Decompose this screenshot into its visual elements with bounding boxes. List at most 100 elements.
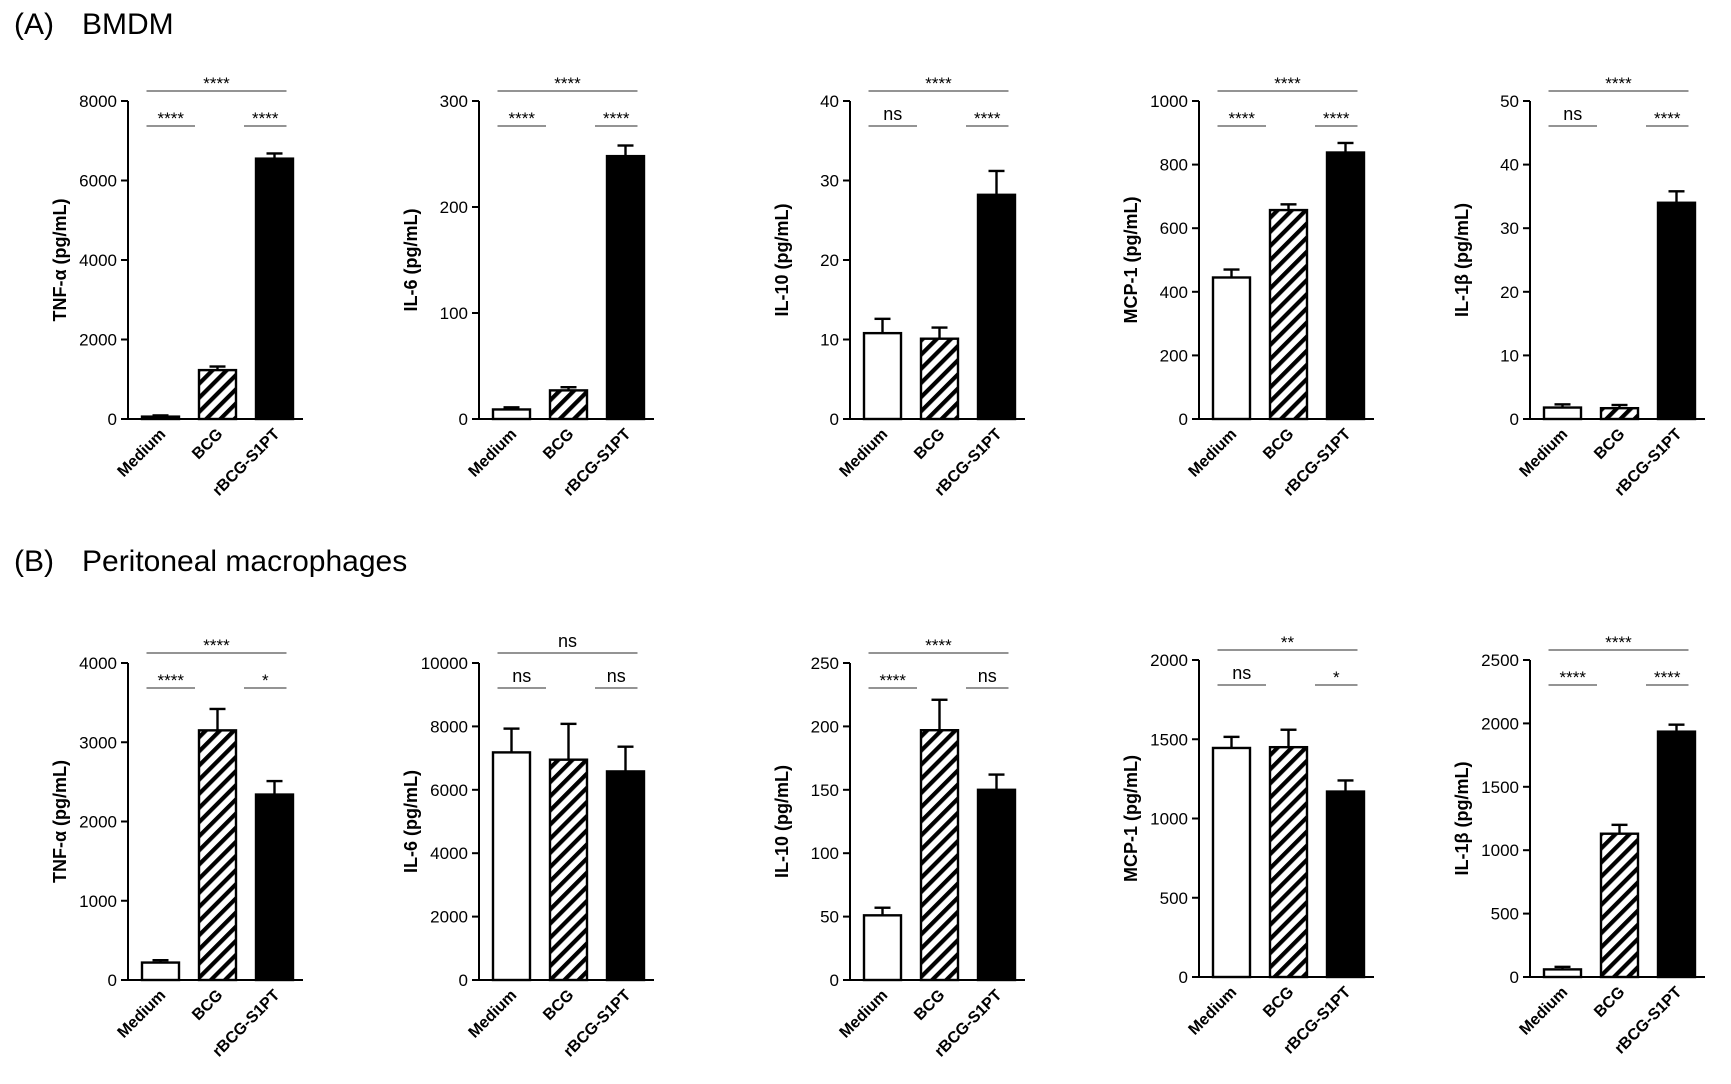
y-axis-label: IL-6 (pg/mL) (401, 209, 421, 312)
y-axis-label: IL-1β (pg/mL) (1452, 762, 1472, 876)
significance-label: ns (558, 631, 577, 651)
x-tick-label: BCG (540, 426, 577, 463)
significance-label: * (262, 671, 269, 690)
bar-medium (140, 415, 181, 421)
significance-label: **** (880, 671, 907, 690)
y-tick-label: 0 (108, 971, 117, 990)
y-tick-label: 1500 (1481, 778, 1519, 797)
y-tick-label: 0 (1179, 410, 1188, 429)
bar-bcg (919, 729, 960, 982)
significance-label: **** (1274, 74, 1301, 93)
significance-label: **** (1229, 109, 1256, 128)
y-tick-label: 0 (830, 971, 839, 990)
y-tick-label: 250 (811, 654, 839, 673)
y-tick-label: 1000 (79, 892, 117, 911)
y-tick-label: 30 (1500, 219, 1519, 238)
x-tick-label: Medium (1186, 984, 1241, 1039)
panel-a-letter: (A) (14, 8, 54, 41)
y-tick-label: 1000 (1150, 92, 1188, 111)
panel-a-title: BMDM (82, 8, 174, 41)
bar-medium (1542, 406, 1583, 421)
x-tick-label: BCG (1260, 426, 1297, 463)
bar-medium (1542, 968, 1583, 979)
x-tick-label: BCG (540, 987, 577, 1024)
y-tick-label: 600 (1160, 219, 1188, 238)
y-tick-label: 4000 (430, 844, 468, 863)
y-tick-label: 1000 (1150, 810, 1188, 829)
panel-a-header: (A) BMDM (14, 8, 174, 42)
bar-bcg (197, 368, 238, 421)
y-tick-label: 100 (440, 304, 468, 323)
panel-b-title: Peritoneal macrophages (82, 545, 408, 578)
significance-label: ns (978, 666, 997, 686)
y-tick-label: 1000 (1481, 841, 1519, 860)
bar-medium (491, 751, 532, 982)
y-axis-label: IL-1β (pg/mL) (1452, 203, 1472, 317)
y-tick-label: 30 (820, 172, 839, 191)
y-tick-label: 200 (440, 198, 468, 217)
x-tick-label: BCG (1260, 984, 1297, 1021)
y-tick-label: 6000 (430, 781, 468, 800)
y-tick-label: 2000 (430, 908, 468, 927)
significance-label: ns (1563, 104, 1582, 124)
y-tick-label: 4000 (79, 654, 117, 673)
significance-label: **** (925, 74, 952, 93)
y-tick-label: 0 (459, 410, 468, 429)
y-axis-label: IL-10 (pg/mL) (772, 204, 792, 317)
y-tick-label: 2500 (1481, 651, 1519, 670)
y-tick-label: 50 (820, 908, 839, 927)
bar-bcg (548, 389, 589, 421)
y-tick-label: 10000 (421, 654, 468, 673)
significance-label: **** (974, 109, 1001, 128)
bar-bcg (919, 337, 960, 421)
y-axis-label: IL-6 (pg/mL) (401, 770, 421, 873)
significance-label: **** (158, 109, 185, 128)
y-tick-label: 500 (1160, 889, 1188, 908)
y-tick-label: 6000 (79, 172, 117, 191)
y-tick-label: 200 (811, 717, 839, 736)
bar-bcg (1268, 208, 1309, 421)
x-tick-label: BCG (911, 426, 948, 463)
significance-label: **** (252, 109, 279, 128)
significance-label: **** (1605, 74, 1632, 93)
bar-medium (862, 914, 903, 982)
y-tick-label: 2000 (79, 813, 117, 832)
bar-rbcg-s1pt (254, 793, 295, 982)
bar-medium (140, 961, 181, 982)
y-tick-label: 2000 (1481, 714, 1519, 733)
y-tick-label: 500 (1491, 905, 1519, 924)
y-tick-label: 2000 (79, 331, 117, 350)
bar-bcg (1599, 406, 1640, 421)
y-tick-label: 0 (1510, 410, 1519, 429)
x-tick-label: BCG (189, 426, 226, 463)
bar-medium (491, 408, 532, 421)
significance-label: **** (1654, 668, 1681, 687)
y-tick-label: 150 (811, 781, 839, 800)
bar-bcg (1599, 832, 1640, 979)
y-axis-label: IL-10 (pg/mL) (772, 765, 792, 878)
significance-label: * (1333, 668, 1340, 687)
significance-label: **** (1323, 109, 1350, 128)
bar-bcg (197, 729, 238, 982)
x-tick-label: BCG (1591, 426, 1628, 463)
y-tick-label: 10 (820, 331, 839, 350)
chart-10: 0 500 1000 1500 2000 2500 IL-1β (pg/mL) Medium B… (1452, 633, 1705, 1057)
y-tick-label: 10 (1500, 346, 1519, 365)
y-tick-label: 4000 (79, 251, 117, 270)
y-tick-label: 0 (108, 410, 117, 429)
y-axis-label: MCP-1 (pg/mL) (1121, 755, 1141, 882)
y-tick-label: 40 (1500, 156, 1519, 175)
panel-b-header: (B) Peritoneal macrophages (14, 545, 407, 579)
significance-label: ** (1281, 633, 1295, 652)
bar-rbcg-s1pt (1325, 790, 1366, 979)
y-tick-label: 40 (820, 92, 839, 111)
y-tick-label: 300 (440, 92, 468, 111)
significance-label: **** (203, 636, 230, 655)
